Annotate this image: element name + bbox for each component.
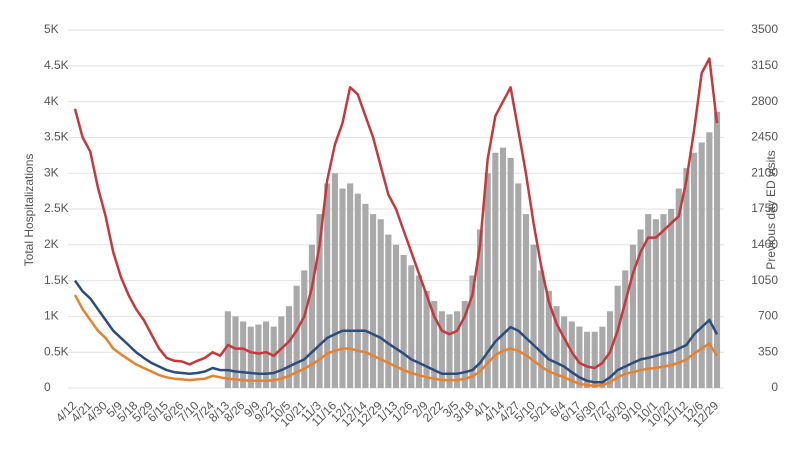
- bar: [347, 183, 354, 388]
- bar: [629, 244, 636, 388]
- bar: [331, 173, 338, 388]
- bar: [461, 301, 468, 388]
- bar: [324, 183, 331, 388]
- bar: [561, 316, 568, 388]
- y2-tick-label: 2800: [751, 94, 778, 108]
- y2-tick-label: 700: [758, 309, 778, 323]
- y-tick-label: 3K: [44, 165, 59, 179]
- bar: [645, 214, 652, 388]
- bar: [301, 270, 308, 388]
- bar: [454, 311, 461, 388]
- bar: [706, 132, 713, 388]
- bar: [484, 173, 491, 388]
- bar: [538, 270, 545, 388]
- bar: [438, 311, 445, 388]
- y2-tick-label: 2100: [751, 165, 778, 179]
- bar: [285, 306, 293, 388]
- bar: [446, 314, 453, 388]
- bar: [308, 244, 315, 388]
- bar: [668, 209, 675, 388]
- bar: [492, 152, 499, 388]
- bar: [568, 321, 575, 388]
- bar: [354, 193, 361, 388]
- bar: [477, 229, 484, 388]
- y-tick-label: 4K: [44, 94, 59, 108]
- bar: [385, 234, 392, 388]
- y2-tick-label: 1400: [751, 237, 778, 251]
- line: [73, 279, 719, 384]
- bar: [622, 270, 629, 388]
- y-tick-label: 1.5K: [44, 273, 69, 287]
- y-tick-label: 5K: [44, 22, 59, 36]
- bar: [553, 306, 560, 388]
- bar: [652, 219, 659, 388]
- bar: [293, 285, 300, 388]
- y2-tick-label: 350: [758, 344, 778, 358]
- bar: [370, 214, 377, 388]
- bar: [515, 183, 522, 388]
- bar: [584, 331, 591, 388]
- bar: [591, 331, 598, 388]
- y-tick-label: 2.5K: [44, 201, 69, 215]
- bar: [431, 301, 438, 388]
- y2-tick-label: 3500: [751, 22, 778, 36]
- y-tick-label: 2K: [44, 237, 59, 251]
- bar: [263, 321, 270, 388]
- bar: [507, 157, 514, 388]
- bar: [415, 275, 422, 388]
- y-tick-label: 0: [44, 380, 51, 394]
- bar: [316, 214, 323, 388]
- bar: [698, 142, 705, 388]
- y-tick-label: 0.5K: [44, 344, 69, 358]
- y-tick-label: 3.5K: [44, 130, 69, 144]
- bar: [255, 324, 262, 388]
- y2-axis-title: Previous day ED visits: [764, 150, 778, 269]
- bar: [614, 285, 621, 388]
- bar: [499, 147, 507, 388]
- bar: [660, 214, 667, 388]
- bar: [576, 326, 583, 388]
- bar: [240, 321, 247, 388]
- bar: [522, 214, 529, 388]
- bar: [278, 316, 285, 388]
- bar: [545, 290, 552, 388]
- bar: [469, 275, 476, 388]
- bar: [247, 326, 254, 388]
- bar: [599, 326, 606, 388]
- bar: [530, 244, 537, 388]
- bar: [232, 316, 239, 388]
- bar: [224, 311, 231, 388]
- bar: [392, 244, 400, 388]
- bar: [339, 188, 346, 388]
- bar: [675, 188, 682, 388]
- y2-tick-label: 0: [771, 380, 778, 394]
- y2-tick-label: 2450: [751, 130, 778, 144]
- bar: [683, 168, 690, 388]
- bar: [400, 255, 407, 388]
- y-tick-label: 4.5K: [44, 58, 69, 72]
- bar: [408, 265, 415, 388]
- y-tick-label: 1K: [44, 309, 59, 323]
- bar: [362, 203, 369, 388]
- bar: [691, 152, 698, 388]
- bar: [713, 111, 721, 388]
- y2-tick-label: 3150: [751, 58, 778, 72]
- y2-tick-label: 1050: [751, 273, 778, 287]
- bar: [377, 219, 384, 388]
- line: [73, 294, 719, 388]
- y-axis-title: Total Hospitalizations: [22, 154, 36, 267]
- bar: [270, 326, 277, 388]
- bar: [637, 229, 644, 388]
- y2-tick-label: 1750: [751, 201, 778, 215]
- line: [73, 57, 719, 370]
- bar: [423, 290, 430, 388]
